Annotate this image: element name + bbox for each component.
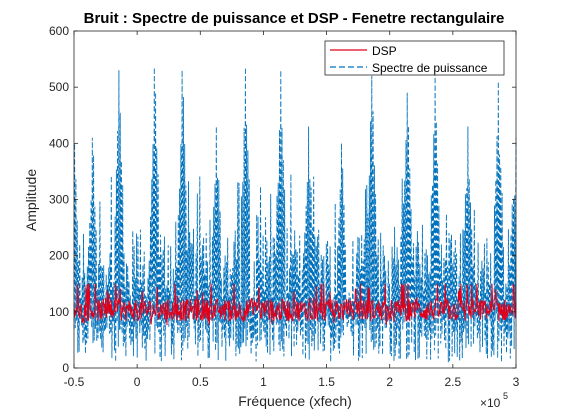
x-tick-label: -0.5 (64, 375, 85, 389)
x-tick-label: 2.5 (445, 375, 462, 389)
x-tick-label: 0 (134, 375, 141, 389)
y-tick-label: 0 (62, 361, 69, 375)
x-tick-label: 3 (513, 375, 520, 389)
y-axis-label: Amplitude (23, 169, 39, 231)
x-axis-exponent-power: 5 (503, 391, 508, 401)
x-tick-label: 1 (260, 375, 267, 389)
y-tick-label: 300 (49, 193, 69, 207)
series-spectre-de-puissance-line (73, 67, 517, 363)
legend-box (324, 40, 505, 76)
y-tick-label: 200 (49, 249, 69, 263)
plot-area (73, 67, 517, 363)
legend-label-spectre: Spectre de puissance (372, 61, 488, 75)
legend: DSP Spectre de puissance (324, 40, 505, 76)
series-dsp-line (73, 283, 517, 326)
y-tick-label: 100 (49, 305, 69, 319)
y-tick-label: 400 (49, 136, 69, 150)
x-tick-label: 2 (386, 375, 393, 389)
y-tick-label: 500 (49, 80, 69, 94)
x-tick-label: 1.5 (318, 375, 335, 389)
x-tick-label: 0.5 (192, 375, 209, 389)
x-axis-exponent: ×10 5 (480, 391, 508, 410)
legend-label-dsp: DSP (372, 44, 397, 58)
x-axis-exponent-base: ×10 (480, 396, 501, 410)
chart-title: Bruit : Spectre de puissance et DSP - Fe… (84, 10, 505, 27)
y-tick-label: 600 (49, 24, 69, 38)
x-axis-label: Fréquence (xfech) (238, 393, 352, 409)
